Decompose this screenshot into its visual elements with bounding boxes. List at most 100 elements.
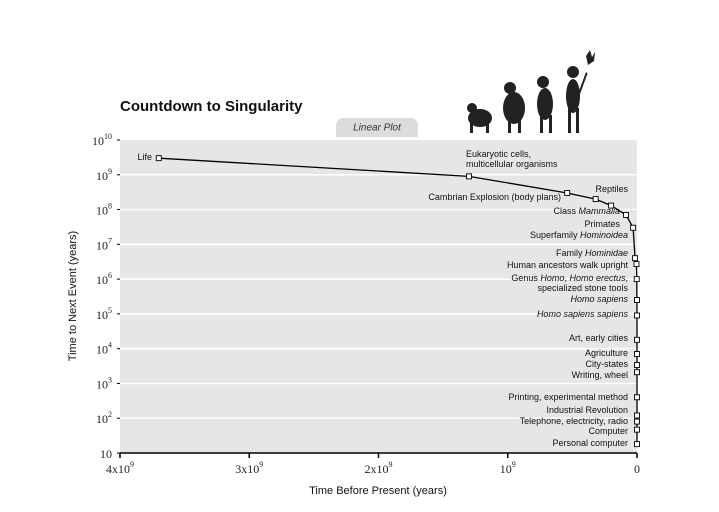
point-marker <box>634 297 640 303</box>
point-marker <box>466 173 472 180</box>
event-label-part: Homo erectus <box>569 273 626 283</box>
y-tick-label-exponent: 10 <box>104 132 112 141</box>
tab[interactable] <box>336 118 418 137</box>
event-label-part: Writing, wheel <box>572 370 628 380</box>
y-tick-label-exponent: 9 <box>108 167 112 176</box>
y-tick-label-exponent: 4 <box>108 340 112 349</box>
point-marker <box>633 276 640 283</box>
point-marker <box>634 418 640 425</box>
event-label-part: Eukaryotic cells, <box>466 149 531 159</box>
event-label: Eukaryotic cells, <box>466 149 531 159</box>
event-label-part: Homo <box>540 273 564 283</box>
y-tick-label-base: 10 <box>96 377 108 391</box>
point-marker <box>592 196 599 203</box>
y-tick-label-base: 10 <box>96 169 108 183</box>
x-tick-label: 109 <box>500 460 516 476</box>
event-label-part: City-states <box>585 359 628 369</box>
event-label-part: Personal computer <box>552 438 628 448</box>
y-tick-label: 107 <box>96 236 112 252</box>
event-label-part: Class <box>553 206 578 216</box>
x-tick-label-base: 3x10 <box>235 462 259 476</box>
event-label-part: specialized stone tools <box>537 283 628 293</box>
y-tick-label-base: 10 <box>96 273 108 287</box>
y-tick-label-base: 10 <box>96 238 108 252</box>
point-marker <box>623 211 629 218</box>
y-tick-label: 10 <box>100 447 112 461</box>
x-tick-label: 3x109 <box>235 460 263 476</box>
event-label-part: Hominidae <box>585 248 628 258</box>
x-tick-label-base: 2x10 <box>365 462 389 476</box>
event-label: Homo sapiens <box>570 294 628 304</box>
event-label-part: multicellular organisms <box>466 159 558 169</box>
point-marker <box>630 224 637 231</box>
event-label: City-states <box>585 359 628 369</box>
event-label: Cambrian Explosion (body plans) <box>428 192 561 202</box>
event-label-part: , <box>564 273 569 283</box>
event-label: Genus Homo, Homo erectus, <box>511 273 628 283</box>
event-label: Computer <box>588 426 628 436</box>
x-tick-label: 0 <box>634 462 640 476</box>
event-label-part: Life <box>137 152 152 162</box>
y-tick-label-exponent: 6 <box>108 271 112 280</box>
x-tick-label-exponent: 9 <box>259 460 263 469</box>
event-label-part: Reptiles <box>595 184 628 194</box>
event-label: Writing, wheel <box>572 370 628 380</box>
point-marker <box>634 369 640 376</box>
event-label: specialized stone tools <box>537 283 628 293</box>
point-marker <box>155 155 162 162</box>
y-tick-label-base: 10 <box>92 134 104 148</box>
point-marker <box>564 190 571 196</box>
event-label-part: Agriculture <box>585 348 628 358</box>
event-label-part: Homo sapiens <box>570 294 628 304</box>
x-tick-label-base: 10 <box>500 462 512 476</box>
event-label-part: Superfamily <box>530 230 580 240</box>
y-tick-label: 102 <box>96 410 112 426</box>
event-label-part: Art, early cities <box>569 333 629 343</box>
x-tick-label: 4x109 <box>106 460 134 476</box>
y-tick-label: 106 <box>96 271 112 287</box>
point-marker <box>634 351 640 358</box>
y-tick-label: 105 <box>96 306 112 322</box>
event-label: Class Mammalia <box>553 206 620 216</box>
event-label-part: Industrial Revolution <box>546 405 628 415</box>
tab-label[interactable]: Linear Plot <box>353 123 402 134</box>
point-marker <box>634 336 640 343</box>
plot-area <box>120 140 637 453</box>
point-marker <box>634 412 640 419</box>
event-label: Agriculture <box>585 348 628 358</box>
event-label-part: Mammalia <box>578 206 620 216</box>
event-label-part: Genus <box>511 273 540 283</box>
evolution-silhouette <box>467 50 595 133</box>
event-label: Life <box>137 152 152 162</box>
event-label: Industrial Revolution <box>546 405 628 415</box>
point-marker <box>634 394 640 401</box>
event-label: Printing, experimental method <box>508 392 628 402</box>
y-tick-label-base: 10 <box>96 203 108 217</box>
y-tick-label-exponent: 7 <box>108 236 112 245</box>
event-label: Homo sapiens sapiens <box>537 309 629 319</box>
event-label-part: Computer <box>588 426 628 436</box>
event-label: Personal computer <box>552 438 628 448</box>
point-marker <box>634 441 640 448</box>
event-label-part: Printing, experimental method <box>508 392 628 402</box>
chart-title: Countdown to Singularity <box>120 98 303 115</box>
y-tick-label-exponent: 8 <box>108 201 112 210</box>
point-marker <box>634 426 640 433</box>
y-axis-label: Time to Next Event (years) <box>67 231 79 361</box>
y-tick-label-exponent: 3 <box>108 375 112 384</box>
event-label: Primates <box>584 219 620 229</box>
event-label: Human ancestors walk upright <box>507 260 629 270</box>
event-label: Superfamily Hominoidea <box>530 230 628 240</box>
event-label-part: , <box>625 273 628 283</box>
event-label: Art, early cities <box>569 333 629 343</box>
point-marker <box>632 255 639 262</box>
event-label-part: Human ancestors walk upright <box>507 260 629 270</box>
x-tick-label-exponent: 9 <box>512 460 516 469</box>
event-label-part: Cambrian Explosion (body plans) <box>428 192 561 202</box>
y-tick-label: 1010 <box>92 132 112 148</box>
point-marker <box>634 362 640 368</box>
y-tick-label-exponent: 2 <box>108 410 112 419</box>
point-marker <box>608 202 615 209</box>
x-tick-label-base: 4x10 <box>106 462 130 476</box>
